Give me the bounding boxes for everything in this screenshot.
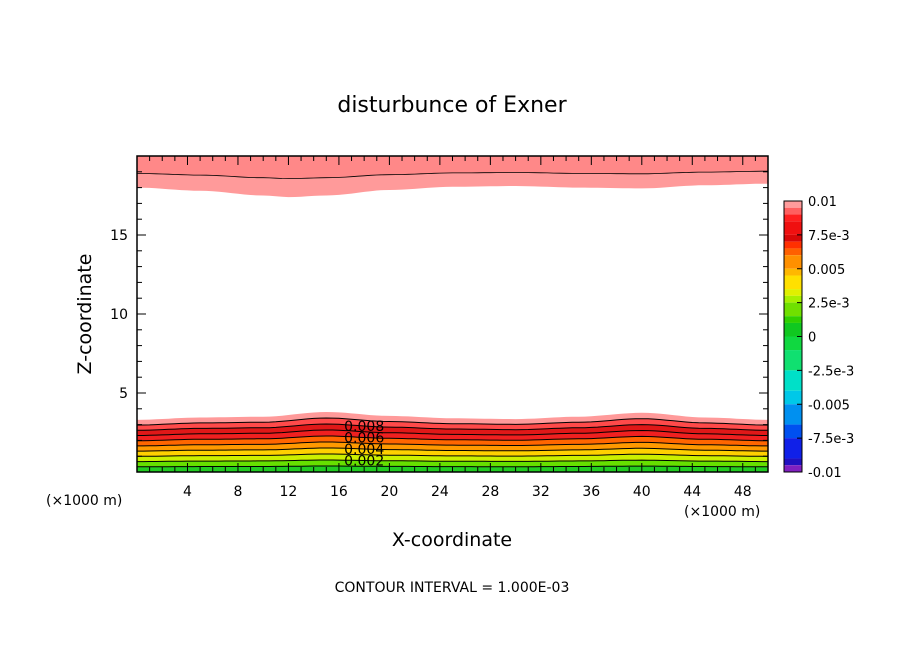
colorbar-swatch <box>784 322 802 337</box>
contour-line-0.009 <box>137 417 768 426</box>
colorbar-swatch <box>784 275 802 290</box>
colorbar-swatch <box>784 316 802 323</box>
contour-fill-area <box>137 156 768 472</box>
x-tick-label: 4 <box>183 484 192 500</box>
contour-lines <box>137 170 768 468</box>
contour-line-0.005 <box>137 441 768 447</box>
x-tick-label: 40 <box>633 484 651 500</box>
colorbar-swatch <box>784 248 802 256</box>
bottom-band-1 <box>137 460 768 467</box>
y-axis-unit: (×1000 m) <box>46 493 122 509</box>
colorbar-swatch <box>784 458 802 466</box>
contour-interval-note: CONTOUR INTERVAL = 1.000E-03 <box>335 580 570 596</box>
x-tick-label: 8 <box>233 484 242 500</box>
x-axis-unit: (×1000 m) <box>684 504 760 520</box>
contour-line-top <box>137 170 768 180</box>
colorbar-swatch <box>784 370 802 391</box>
colorbar-swatch <box>784 234 802 242</box>
x-tick-label: 48 <box>734 484 752 500</box>
colorbar-tick-label: 0.01 <box>808 195 837 210</box>
colorbar-swatch <box>784 289 802 296</box>
y-axis: 5 10 15 <box>110 171 768 457</box>
colorbar-swatch <box>784 350 802 371</box>
colorbar-tick-label: -0.005 <box>808 398 850 413</box>
bottom-band-5 <box>137 436 768 446</box>
colorbar-tick-label: 0 <box>808 331 816 346</box>
contour-line-0.002 <box>137 459 768 463</box>
x-axis: 4 8 12 16 20 24 28 32 36 40 44 48 <box>136 156 769 500</box>
contour-label: 0.004 <box>344 442 384 458</box>
x-tick-label: 24 <box>431 484 449 500</box>
colorbar-tick-label: -7.5e-3 <box>808 432 854 447</box>
contour-line-0.006 <box>137 435 768 442</box>
contour-line-0.004 <box>137 447 768 452</box>
bottom-band-2 <box>137 454 768 462</box>
y-tick-label: 15 <box>110 228 128 244</box>
colorbar-swatch <box>784 404 802 425</box>
bottom-band-7 <box>137 424 768 436</box>
x-tick-label: 12 <box>280 484 298 500</box>
x-tick-label: 32 <box>532 484 550 500</box>
colorbar-swatch <box>784 302 802 317</box>
contour-label: 0.006 <box>344 431 384 447</box>
colorbar: 0.01 7.5e-3 0.005 2.5e-3 0 -2.5e-3 -0.005 -7.5e… <box>783 195 854 481</box>
colorbar-swatch <box>784 295 802 303</box>
colorbar-tick-label: -0.01 <box>808 466 842 481</box>
top-band-1 <box>137 156 768 179</box>
colorbar-swatch <box>784 255 802 269</box>
x-tick-label: 20 <box>380 484 398 500</box>
x-axis-title: X-coordinate <box>392 529 512 551</box>
colorbar-swatch <box>784 241 802 249</box>
colorbar-swatch <box>784 207 802 215</box>
x-tick-label: 36 <box>582 484 600 500</box>
y-tick-label: 10 <box>110 307 128 323</box>
colorbar-swatch <box>784 424 802 439</box>
contour-line-0.008 <box>137 423 768 431</box>
contour-line-0.007 <box>137 429 768 436</box>
y-tick-label: 5 <box>119 386 128 402</box>
colorbar-tick-label: 0.005 <box>808 263 845 278</box>
colorbar-tick-label: 2.5e-3 <box>808 297 850 312</box>
colorbar-swatch <box>784 336 802 351</box>
y-axis-title: Z-coordinate <box>74 254 96 375</box>
colorbar-tick-label: 7.5e-3 <box>808 229 850 244</box>
colorbar-swatch <box>784 201 802 208</box>
colorbar-tick-label: -2.5e-3 <box>808 364 854 379</box>
contour-line-0.001 <box>137 465 768 468</box>
x-tick-label: 16 <box>330 484 348 500</box>
colorbar-swatch <box>784 438 802 459</box>
colorbar-swatch <box>784 465 802 472</box>
contour-label: 0.002 <box>344 454 384 470</box>
chart-title: disturbunce of Exner <box>337 93 567 118</box>
contour-line-0.003 <box>137 453 768 457</box>
contour-label: 0.008 <box>344 419 384 435</box>
x-tick-label: 28 <box>481 484 499 500</box>
colorbar-swatch <box>784 268 802 276</box>
colorbar-swatch <box>784 221 802 235</box>
bottom-band-9 <box>137 412 768 426</box>
bottom-band-6 <box>137 430 768 441</box>
colorbar-swatch <box>784 390 802 405</box>
colorbar-swatch <box>784 214 802 222</box>
x-tick-label: 44 <box>683 484 701 500</box>
